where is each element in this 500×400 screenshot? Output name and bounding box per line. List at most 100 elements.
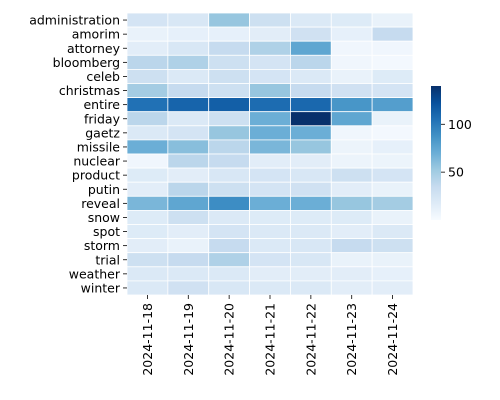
heatmap-cell bbox=[330, 97, 373, 113]
heatmap-cell bbox=[290, 209, 332, 225]
heatmap-cell bbox=[208, 40, 250, 56]
heatmap-cell bbox=[249, 280, 291, 296]
heatmap-cell bbox=[330, 224, 373, 240]
x-tick-label: 2024-11-22 bbox=[303, 303, 318, 376]
heatmap-cell bbox=[208, 167, 250, 183]
heatmap-cell bbox=[208, 252, 250, 268]
heatmap-cell bbox=[167, 125, 210, 141]
heatmap-cell bbox=[330, 83, 373, 99]
heatmap-cell bbox=[208, 153, 250, 169]
heatmap-cell bbox=[208, 125, 250, 141]
heatmap-cell bbox=[290, 54, 332, 70]
heatmap-cell bbox=[167, 252, 210, 268]
colorbar: 50 100 bbox=[431, 86, 472, 220]
heatmap-cell bbox=[167, 266, 210, 282]
heatmap-cell bbox=[208, 26, 250, 42]
heatmap-cell bbox=[167, 40, 210, 56]
heatmap-cell bbox=[371, 181, 414, 197]
heatmap-cell bbox=[208, 238, 250, 254]
heatmap-cell bbox=[208, 181, 250, 197]
heatmap-cell bbox=[330, 111, 373, 127]
heatmap-cell bbox=[330, 252, 373, 268]
heatmap-cell bbox=[371, 97, 414, 113]
heatmap-cell bbox=[126, 12, 169, 28]
heatmap-cell bbox=[330, 40, 373, 56]
heatmap-cell bbox=[371, 83, 414, 99]
heatmap-cell bbox=[249, 40, 291, 56]
heatmap-cell bbox=[126, 238, 169, 254]
heatmap-cell bbox=[167, 209, 210, 225]
x-tick-label: 2024-11-18 bbox=[140, 303, 155, 376]
heatmap-cell bbox=[208, 111, 250, 127]
x-axis-labels: 2024-11-18 2024-11-19 2024-11-20 2024-11-21… bbox=[140, 295, 400, 376]
heatmap-cell bbox=[208, 209, 250, 225]
heatmap-cell bbox=[126, 181, 169, 197]
heatmap-cell bbox=[290, 125, 332, 141]
heatmap-cell bbox=[371, 54, 414, 70]
heatmap-cell bbox=[126, 224, 169, 240]
y-tick-label: gaetz bbox=[85, 125, 120, 140]
heatmap-cell bbox=[249, 181, 291, 197]
x-tick-label: 2024-11-20 bbox=[222, 303, 237, 376]
heatmap-cell bbox=[167, 139, 210, 155]
heatmap-cell bbox=[290, 69, 332, 84]
heatmap-cell bbox=[290, 111, 332, 127]
heatmap-cell bbox=[330, 69, 373, 84]
heatmap-cell bbox=[290, 12, 332, 28]
heatmap-cell bbox=[249, 224, 291, 240]
heatmap-cell bbox=[249, 97, 291, 113]
heatmap-cell bbox=[208, 224, 250, 240]
y-tick-label: bloomberg bbox=[53, 55, 120, 70]
heatmap-cell bbox=[290, 224, 332, 240]
heatmap-cell bbox=[371, 167, 414, 183]
heatmap-cell bbox=[371, 238, 414, 254]
x-tick-label: 2024-11-19 bbox=[181, 303, 196, 376]
y-tick-label: friday bbox=[84, 111, 121, 126]
heatmap-cell bbox=[126, 83, 169, 99]
y-tick-label: administration bbox=[29, 13, 120, 28]
heatmap-cell bbox=[249, 195, 291, 211]
heatmap-cell bbox=[249, 125, 291, 141]
heatmap-cell bbox=[249, 266, 291, 282]
x-tick-label: 2024-11-23 bbox=[344, 303, 359, 376]
heatmap-cell bbox=[167, 181, 210, 197]
y-tick-label: storm bbox=[84, 238, 120, 253]
heatmap-cell bbox=[167, 111, 210, 127]
heatmap-cell bbox=[249, 238, 291, 254]
heatmap-cell bbox=[371, 12, 414, 28]
heatmap-cell bbox=[208, 195, 250, 211]
y-tick-label: trial bbox=[95, 252, 120, 267]
y-tick-label: winter bbox=[81, 280, 121, 295]
heatmap-cell bbox=[167, 167, 210, 183]
heatmap-cell bbox=[371, 209, 414, 225]
y-tick-label: weather bbox=[69, 266, 121, 281]
x-tick-label: 2024-11-24 bbox=[385, 303, 400, 376]
colorbar-tick-label: 50 bbox=[448, 165, 464, 180]
heatmap-cell bbox=[126, 125, 169, 141]
colorbar-tick-label: 100 bbox=[448, 117, 472, 132]
heatmap-cell bbox=[167, 224, 210, 240]
heatmap-cell bbox=[330, 54, 373, 70]
heatmap-cell bbox=[126, 40, 169, 56]
heatmap-cell bbox=[249, 153, 291, 169]
heatmap-cell bbox=[371, 69, 414, 84]
heatmap-cell bbox=[371, 266, 414, 282]
heatmap-cell bbox=[167, 12, 210, 28]
heatmap-cell bbox=[290, 97, 332, 113]
heatmap-cell bbox=[290, 252, 332, 268]
heatmap-cell bbox=[208, 69, 250, 84]
heatmap-cell bbox=[249, 26, 291, 42]
heatmap-cell bbox=[371, 125, 414, 141]
heatmap-cell bbox=[371, 153, 414, 169]
heatmap-cell bbox=[249, 54, 291, 70]
heatmap-cell bbox=[371, 26, 414, 42]
heatmap-cell bbox=[330, 209, 373, 225]
heatmap-cell bbox=[290, 181, 332, 197]
heatmap-cell bbox=[126, 280, 169, 296]
heatmap-cell bbox=[126, 252, 169, 268]
heatmap-cell bbox=[330, 167, 373, 183]
heatmap-cell bbox=[330, 125, 373, 141]
heatmap-cell bbox=[371, 40, 414, 56]
y-tick-label: christmas bbox=[59, 83, 120, 98]
